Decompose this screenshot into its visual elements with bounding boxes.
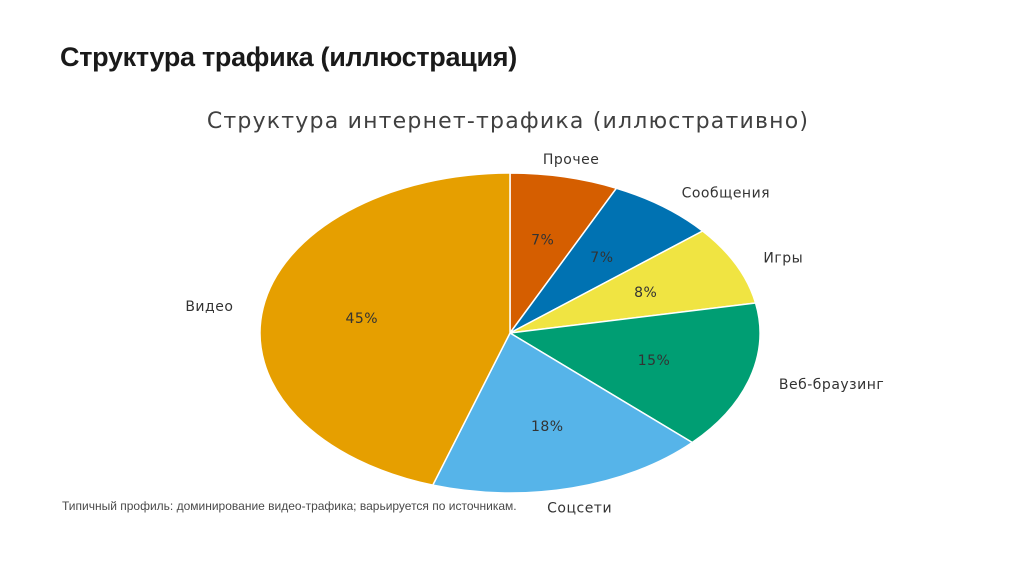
pct-label-slice-5: 18% [531,419,564,435]
category-label-slice-5: Соцсети [547,501,612,517]
pie-slice-4 [509,302,761,444]
pct-label-slice-6: 45% [345,311,378,327]
category-label-slice-1: Прочее [543,152,599,168]
slide-title: Структура трафика (иллюстрация) [60,42,517,72]
category-label-slice-6: Видео [185,299,233,315]
pie-slice-6 [259,172,511,486]
pct-label-slice-2: 7% [590,250,613,266]
pct-label-slice-1: 7% [531,232,554,248]
chart-caption: Типичный профиль: доминирование видео-тр… [62,499,517,513]
pct-label-slice-4: 15% [638,353,671,369]
pie-slice-2 [509,187,704,334]
pie-category-labels: Прочее Сообщения Игры Веб-браузинг Соцсети Ви… [185,152,884,517]
pie-slice-5 [432,332,693,494]
pie-percent-labels: 7% 7% 8% 15% 18% 45% [345,232,671,435]
category-label-slice-2: Сообщения [682,185,771,201]
chart-title: Структура интернет-трафика (иллюстративн… [207,109,809,134]
pie-slices [259,172,761,494]
pie-slice-1 [509,172,618,334]
pct-label-slice-3: 8% [634,285,657,301]
pie-slice-3 [509,230,757,334]
category-label-slice-4: Веб-браузинг [779,377,884,393]
category-label-slice-3: Игры [763,251,803,267]
